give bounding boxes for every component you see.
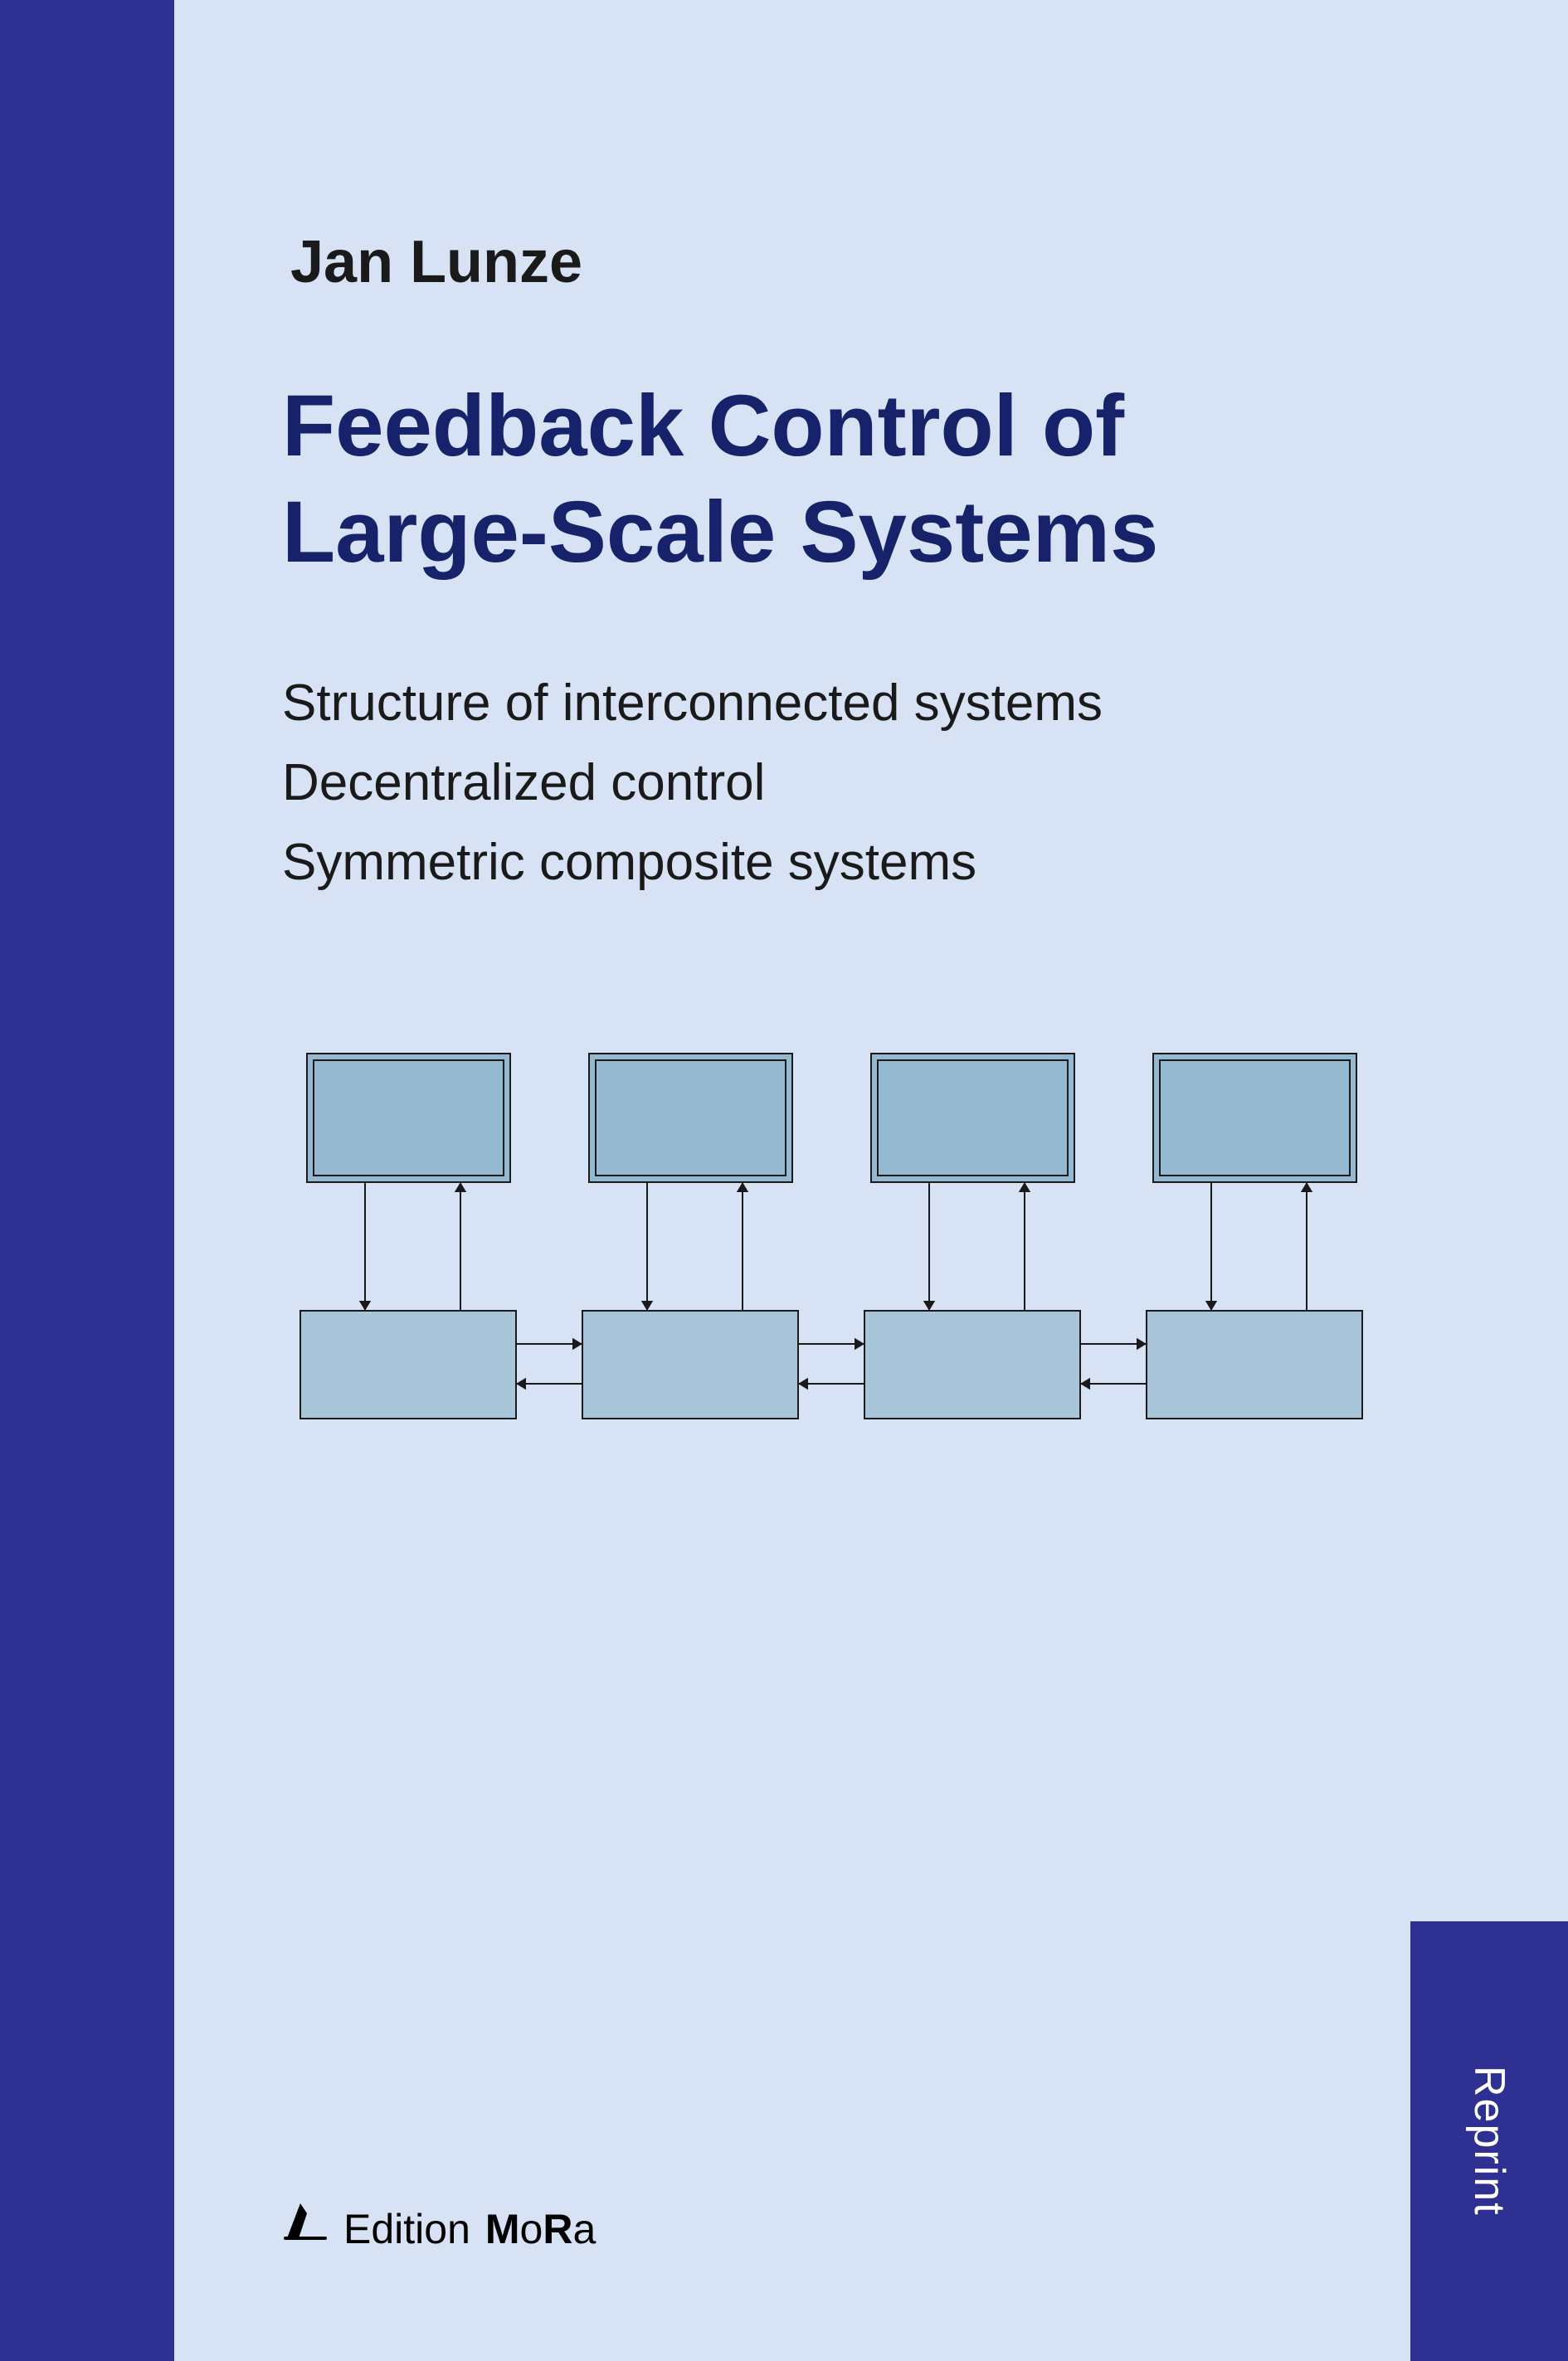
publisher-name: MoRa — [485, 2205, 596, 2253]
cover-content: Jan Lunze Feedback Control of Large-Scal… — [174, 0, 1568, 2361]
subtitle-item: Decentralized control — [282, 743, 1103, 823]
publisher-prefix: Edition — [343, 2205, 470, 2253]
reprint-tab: Reprint — [1410, 1921, 1568, 2361]
author-name: Jan Lunze — [290, 228, 582, 296]
book-title: Feedback Control of Large-Scale Systems — [282, 373, 1158, 586]
subtitle-list: Structure of interconnected systems Dece… — [282, 664, 1103, 903]
publisher-line: Edition MoRa — [282, 2197, 596, 2253]
spine-bar — [0, 0, 174, 2361]
title-line-1: Feedback Control of — [282, 373, 1158, 480]
subtitle-item: Symmetric composite systems — [282, 823, 1103, 903]
publisher-logo-icon — [282, 2197, 329, 2243]
subtitle-item: Structure of interconnected systems — [282, 664, 1103, 743]
block-diagram — [282, 1045, 1402, 1448]
reprint-label: Reprint — [1464, 2066, 1514, 2217]
title-line-2: Large-Scale Systems — [282, 480, 1158, 586]
